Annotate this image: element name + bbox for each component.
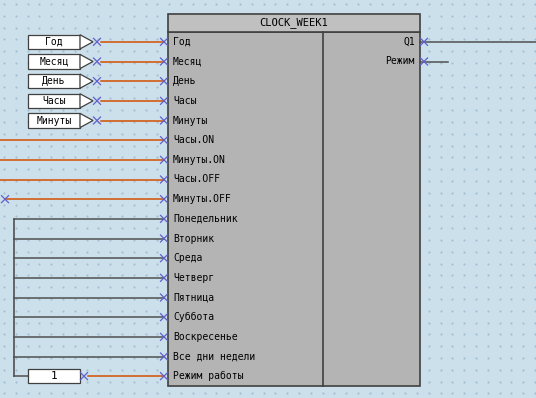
Text: Минуты.OFF: Минуты.OFF: [173, 194, 232, 204]
Text: Часы: Часы: [42, 96, 66, 106]
Text: Вторник: Вторник: [173, 234, 214, 244]
Text: Год: Год: [45, 37, 63, 47]
Text: День: День: [173, 76, 197, 86]
Text: Q1: Q1: [403, 37, 415, 47]
Text: Месяц: Месяц: [39, 57, 69, 66]
Bar: [28, 55, 80, 68]
Bar: [28, 113, 80, 128]
Bar: [28, 369, 80, 383]
Text: Режим работы: Режим работы: [173, 371, 243, 381]
Text: Часы.ON: Часы.ON: [173, 135, 214, 145]
Bar: [28, 74, 80, 88]
Text: 1: 1: [50, 371, 57, 381]
Text: Все дни недели: Все дни недели: [173, 351, 255, 361]
Text: Четверг: Четверг: [173, 273, 214, 283]
Text: Минуты: Минуты: [36, 115, 72, 125]
Polygon shape: [80, 35, 93, 49]
Bar: [168, 32, 420, 386]
Text: Среда: Среда: [173, 253, 203, 263]
Text: Пятница: Пятница: [173, 293, 214, 302]
Text: Режим: Режим: [385, 57, 415, 66]
Text: Год: Год: [173, 37, 191, 47]
Bar: [28, 94, 80, 108]
Bar: [168, 14, 420, 32]
Bar: [28, 35, 80, 49]
Text: Часы: Часы: [173, 96, 197, 106]
Polygon shape: [80, 74, 93, 88]
Text: День: День: [42, 76, 66, 86]
Text: Месяц: Месяц: [173, 57, 203, 66]
Text: Воскресенье: Воскресенье: [173, 332, 237, 342]
Text: Минуты.ON: Минуты.ON: [173, 155, 226, 165]
Polygon shape: [80, 94, 93, 108]
Polygon shape: [80, 113, 93, 128]
Text: Суббота: Суббота: [173, 312, 214, 322]
Text: Минуты: Минуты: [173, 115, 209, 125]
Polygon shape: [80, 55, 93, 68]
Text: Понедельник: Понедельник: [173, 214, 237, 224]
Text: Часы.OFF: Часы.OFF: [173, 174, 220, 185]
Text: CLOCK_WEEK1: CLOCK_WEEK1: [259, 18, 329, 28]
